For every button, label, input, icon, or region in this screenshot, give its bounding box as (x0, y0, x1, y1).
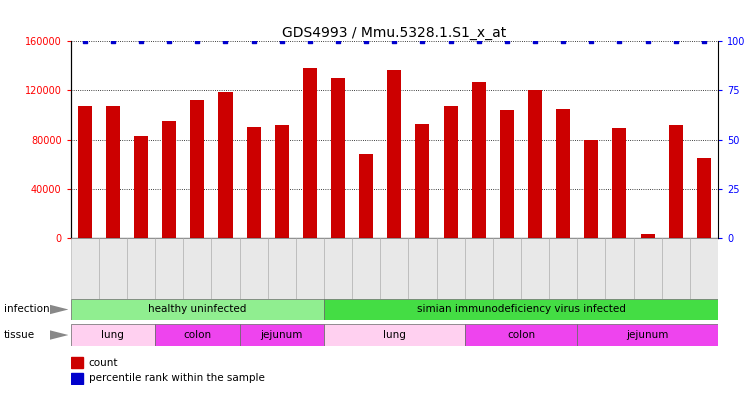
Point (501, 38, 513, 44)
Point (248, 38, 260, 44)
Point (472, 38, 484, 44)
Bar (634, 238, 661, 299)
Bar (669, 125, 683, 238)
Bar (690, 238, 718, 299)
Text: healthy uninfected: healthy uninfected (148, 305, 246, 314)
Text: simian immunodeficiency virus infected: simian immunodeficiency virus infected (417, 305, 626, 314)
Bar (493, 238, 521, 299)
Bar (697, 158, 711, 238)
Polygon shape (50, 330, 68, 340)
Text: jejunum: jejunum (260, 330, 303, 340)
Text: lung: lung (383, 330, 405, 340)
Bar (500, 110, 514, 238)
Bar (106, 107, 120, 238)
Bar (415, 123, 429, 238)
Point (698, 38, 710, 44)
Bar (275, 125, 289, 238)
Text: colon: colon (507, 330, 535, 340)
Bar (641, 234, 655, 238)
Bar (155, 238, 183, 299)
Bar (71, 373, 83, 384)
Bar (437, 238, 465, 299)
Bar (71, 238, 99, 299)
Point (417, 38, 429, 44)
Text: count: count (89, 358, 118, 367)
Bar (324, 299, 718, 320)
Bar (190, 100, 205, 238)
Bar (246, 127, 260, 238)
Bar (465, 324, 577, 346)
Point (191, 38, 203, 44)
Bar (71, 357, 83, 368)
Bar (240, 324, 324, 346)
Bar (606, 238, 634, 299)
Bar (155, 324, 240, 346)
Bar (465, 238, 493, 299)
Polygon shape (50, 305, 68, 314)
Text: percentile rank within the sample: percentile rank within the sample (89, 373, 264, 383)
Point (219, 38, 231, 44)
Bar (268, 238, 296, 299)
Bar (324, 238, 352, 299)
Bar (577, 238, 606, 299)
Bar (528, 90, 542, 238)
Text: colon: colon (183, 330, 211, 340)
Point (332, 38, 344, 44)
Bar (521, 238, 549, 299)
Bar (211, 238, 240, 299)
Bar (359, 154, 373, 238)
Point (670, 38, 682, 44)
Text: lung: lung (101, 330, 124, 340)
Text: tissue: tissue (4, 330, 35, 340)
Bar (577, 324, 718, 346)
Point (529, 38, 541, 44)
Text: jejunum: jejunum (626, 330, 669, 340)
Bar (549, 238, 577, 299)
Point (586, 38, 597, 44)
Point (135, 38, 147, 44)
Point (79, 38, 91, 44)
Bar (324, 324, 465, 346)
Bar (296, 238, 324, 299)
Point (276, 38, 288, 44)
Bar (303, 68, 317, 238)
Title: GDS4993 / Mmu.5328.1.S1_x_at: GDS4993 / Mmu.5328.1.S1_x_at (282, 26, 507, 40)
Point (445, 38, 457, 44)
Point (304, 38, 316, 44)
Bar (77, 107, 92, 238)
Bar (99, 238, 127, 299)
Bar (219, 92, 232, 238)
Bar (443, 107, 458, 238)
Bar (584, 140, 598, 238)
Bar (134, 136, 148, 238)
Bar (408, 238, 437, 299)
Bar (380, 238, 408, 299)
Bar (352, 238, 380, 299)
Point (557, 38, 569, 44)
Bar (472, 82, 486, 238)
Point (163, 38, 175, 44)
Bar (71, 324, 155, 346)
Bar (388, 70, 401, 238)
Point (107, 38, 119, 44)
Point (641, 38, 653, 44)
Bar (127, 238, 155, 299)
Point (614, 38, 626, 44)
Bar (240, 238, 268, 299)
Point (388, 38, 400, 44)
Bar (557, 109, 570, 238)
Bar (71, 299, 324, 320)
Text: infection: infection (4, 305, 49, 314)
Point (360, 38, 372, 44)
Bar (661, 238, 690, 299)
Bar (331, 78, 345, 238)
Bar (183, 238, 211, 299)
Bar (612, 129, 626, 238)
Bar (162, 121, 176, 238)
